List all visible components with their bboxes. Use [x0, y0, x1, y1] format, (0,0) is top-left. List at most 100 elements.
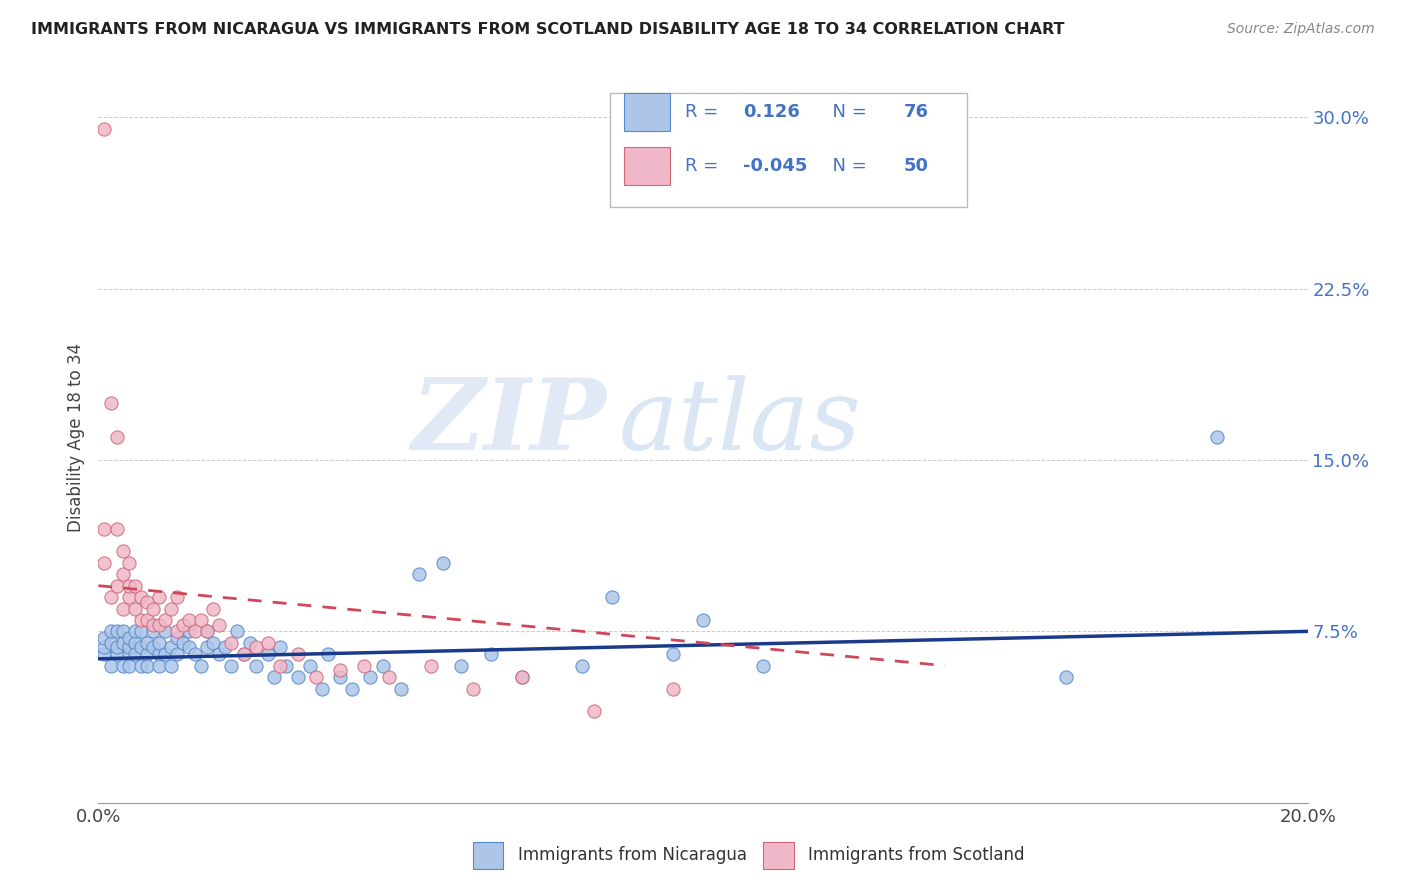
Point [195, 624, 218, 639]
Point [111, 567, 134, 582]
Point [408, 567, 430, 582]
Point [353, 658, 375, 673]
Point [148, 617, 170, 632]
Point [172, 617, 194, 632]
Point [195, 624, 218, 639]
Text: 76: 76 [904, 103, 929, 120]
Point [299, 658, 322, 673]
Point [153, 613, 176, 627]
Point [342, 681, 364, 696]
Point [245, 640, 267, 655]
Point [420, 658, 443, 673]
Point [179, 624, 201, 639]
Point [360, 670, 382, 684]
Point [105, 430, 128, 444]
Point [148, 636, 170, 650]
Point [142, 624, 165, 639]
Point [166, 590, 188, 604]
Point [172, 636, 194, 650]
Point [329, 670, 352, 684]
Point [179, 613, 201, 627]
Point [166, 647, 188, 661]
Point [124, 601, 146, 615]
Point [148, 590, 170, 604]
Point [232, 647, 254, 661]
Point [135, 647, 157, 661]
Text: R =: R = [685, 103, 724, 120]
Point [269, 640, 291, 655]
Point [148, 647, 170, 661]
Point [256, 636, 278, 650]
Point [129, 640, 152, 655]
Point [93, 647, 115, 661]
Point [93, 556, 115, 570]
Text: Immigrants from Nicaragua: Immigrants from Nicaragua [517, 846, 747, 863]
Point [202, 601, 225, 615]
Point [226, 624, 249, 639]
Point [93, 121, 115, 136]
Point [100, 658, 122, 673]
Point [100, 624, 122, 639]
Text: Immigrants from Scotland: Immigrants from Scotland [808, 846, 1025, 863]
Point [232, 647, 254, 661]
Text: R =: R = [685, 158, 724, 176]
Point [129, 613, 152, 627]
Point [142, 617, 165, 632]
Point [105, 579, 128, 593]
Point [184, 647, 207, 661]
Text: Source: ZipAtlas.com: Source: ZipAtlas.com [1227, 22, 1375, 37]
Point [166, 624, 188, 639]
Point [105, 521, 128, 535]
Point [208, 647, 231, 661]
Point [129, 624, 152, 639]
Point [160, 640, 183, 655]
Point [124, 624, 146, 639]
Point [135, 595, 157, 609]
Text: -0.045: -0.045 [742, 158, 807, 176]
Point [256, 647, 278, 661]
FancyBboxPatch shape [624, 147, 671, 186]
Point [118, 647, 141, 661]
Point [221, 636, 243, 650]
Point [160, 658, 183, 673]
Point [111, 636, 134, 650]
Point [118, 590, 141, 604]
Point [202, 636, 225, 650]
FancyBboxPatch shape [624, 93, 671, 130]
FancyBboxPatch shape [763, 841, 794, 870]
Point [1206, 430, 1229, 444]
Point [105, 647, 128, 661]
Point [214, 640, 236, 655]
Point [190, 658, 212, 673]
Point [602, 590, 624, 604]
Point [510, 670, 533, 684]
Point [153, 647, 176, 661]
Point [93, 521, 115, 535]
Point [135, 613, 157, 627]
Point [311, 681, 333, 696]
Point [661, 647, 683, 661]
Point [93, 632, 115, 646]
Point [1054, 670, 1077, 684]
Point [105, 640, 128, 655]
Point [195, 640, 218, 655]
Point [583, 705, 606, 719]
Point [111, 544, 134, 558]
Point [179, 640, 201, 655]
Point [105, 624, 128, 639]
Point [111, 601, 134, 615]
Point [118, 658, 141, 673]
Point [208, 617, 231, 632]
Point [450, 658, 472, 673]
Point [118, 632, 141, 646]
Y-axis label: Disability Age 18 to 34: Disability Age 18 to 34 [67, 343, 86, 532]
Point [129, 658, 152, 673]
Text: 50: 50 [904, 158, 929, 176]
Point [148, 658, 170, 673]
Text: N =: N = [821, 158, 873, 176]
Point [118, 579, 141, 593]
Point [118, 556, 141, 570]
Point [661, 681, 683, 696]
Point [287, 647, 309, 661]
Text: IMMIGRANTS FROM NICARAGUA VS IMMIGRANTS FROM SCOTLAND DISABILITY AGE 18 TO 34 CO: IMMIGRANTS FROM NICARAGUA VS IMMIGRANTS … [31, 22, 1064, 37]
